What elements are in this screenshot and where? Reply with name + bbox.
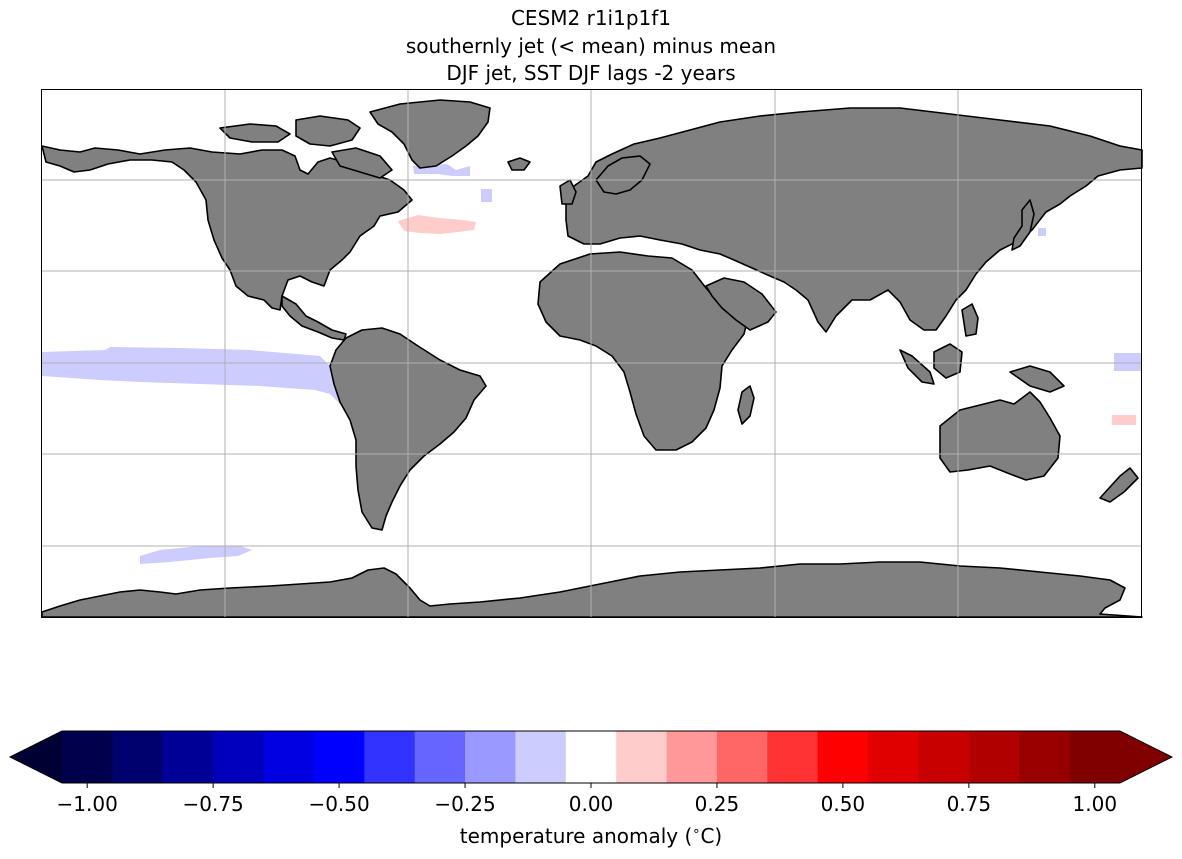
colorbar-ticks: −1.00 −0.75 −0.50 −0.25 0.00 0.25 0.50 0.75 1.00	[57, 783, 1118, 816]
new-zealand	[1099, 467, 1139, 503]
colorbar-tick-label: −0.75	[182, 792, 243, 816]
anomaly-patch-southwest-pacific	[1112, 415, 1136, 425]
madagascar	[737, 385, 755, 425]
colorbar-segment	[767, 731, 819, 783]
colorbar-segment	[364, 731, 416, 783]
colorbar-segment	[918, 731, 970, 783]
colorbar-segment	[515, 731, 567, 783]
new-guinea	[1009, 365, 1065, 393]
colorbar-tick-label: 0.25	[695, 792, 740, 816]
anomaly-patch-gulf-stream	[398, 215, 476, 234]
colorbar-body	[8, 730, 1174, 784]
anomaly-patch-east-of-japan	[1038, 228, 1046, 236]
colorbar-extend-under	[10, 731, 62, 783]
colorbar-segment	[465, 731, 516, 783]
colorbar-segment	[414, 731, 466, 783]
colorbar-segment	[162, 731, 214, 783]
iceland	[507, 157, 531, 171]
world-map	[41, 89, 1143, 618]
map-frame	[41, 89, 1142, 618]
anomaly-patch-southern-ocean	[140, 546, 252, 564]
colorbar-tick-label: 0.75	[947, 792, 992, 816]
colorbar-segment	[868, 731, 919, 783]
colorbar-tick-label: −1.00	[57, 792, 118, 816]
colorbar-segment	[565, 731, 617, 783]
colorbar-tick-label: −0.25	[434, 792, 495, 816]
colorbar-tick-label: 1.00	[1073, 792, 1118, 816]
antarctica	[41, 561, 1143, 618]
colorbar-tick-label: −0.50	[308, 792, 369, 816]
continent-north-america	[41, 145, 413, 311]
borneo	[933, 343, 963, 379]
colorbar-outline	[8, 730, 1174, 784]
colorbar-label: temperature anomaly (∘C)	[460, 824, 722, 848]
colorbar-segment	[112, 731, 164, 783]
continent-australia	[939, 391, 1061, 481]
continent-eurasia	[565, 107, 1143, 333]
figure-title-line2: southernly jet (< mean) minus mean	[405, 34, 777, 58]
colorbar-segment	[616, 731, 668, 783]
colorbar-segment	[1069, 731, 1121, 783]
japan	[1011, 199, 1035, 251]
colorbar-segment	[968, 731, 1020, 783]
arabian-peninsula	[705, 277, 777, 331]
sumatra	[899, 349, 935, 385]
colorbar-segment	[1019, 731, 1071, 783]
colorbar-segment	[213, 731, 265, 783]
colorbar-extend-over	[1120, 731, 1172, 783]
colorbar-segment	[263, 731, 315, 783]
colorbar-tick-label: 0.00	[569, 792, 614, 816]
figure-title-line1: CESM2 r1i1p1f1	[510, 6, 672, 30]
colorbar-segment	[817, 731, 869, 783]
british-isles	[559, 179, 577, 205]
philippines	[961, 303, 979, 337]
arctic-islands	[295, 115, 361, 147]
baffin-island	[331, 147, 393, 179]
colorbar-segment	[313, 731, 365, 783]
scandinavia	[595, 155, 651, 195]
anomaly-patch-midatlantic-cold	[481, 189, 492, 202]
colorbar-tick-label: 0.50	[821, 792, 866, 816]
colorbar-segment	[62, 731, 113, 783]
greenland	[369, 99, 491, 169]
colorbar-segment	[666, 731, 718, 783]
arctic-islands-2	[219, 123, 291, 143]
anomaly-patch-west-pacific	[1114, 353, 1141, 371]
gridlines	[42, 90, 1141, 617]
figure-title-line3: DJF jet, SST DJF lags -2 years	[446, 61, 736, 85]
colorbar-segment	[716, 731, 768, 783]
